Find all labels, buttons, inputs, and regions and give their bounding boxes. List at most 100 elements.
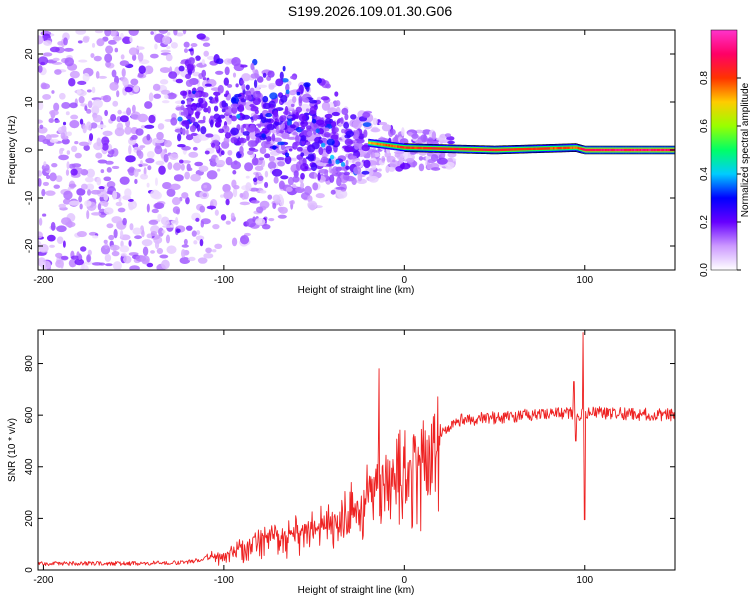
spectrogram-cell xyxy=(217,84,224,94)
ridge-band-core xyxy=(401,146,404,149)
spectrogram-cell xyxy=(106,223,114,229)
spectrogram-cell xyxy=(245,84,250,91)
spectrogram-cell xyxy=(137,150,144,159)
spectrogram-cell xyxy=(265,112,273,118)
spectrogram-cell xyxy=(194,161,204,167)
spectrogram-cell xyxy=(188,151,199,158)
spectrogram-cell xyxy=(205,133,214,138)
ridge-band-core xyxy=(604,148,607,152)
x-tick-label: 100 xyxy=(576,275,593,286)
spectrogram-cell xyxy=(247,140,256,148)
ridge-band-core xyxy=(485,148,487,151)
spectrogram-cell xyxy=(232,187,238,198)
spectrogram-cell xyxy=(292,157,297,162)
spectrogram-cell xyxy=(257,175,264,182)
ridge-band-core xyxy=(586,148,588,152)
ridge-band-core xyxy=(398,145,401,149)
spectrogram-cell xyxy=(125,155,136,163)
ridge-band-core xyxy=(597,148,600,152)
y-tick-label: -20 xyxy=(24,238,35,253)
spectrogram-cell xyxy=(93,55,102,62)
spectrogram-cell xyxy=(78,195,83,203)
spectrogram-cell xyxy=(361,170,370,175)
ridge-band-core xyxy=(423,146,425,150)
spectrogram-cell xyxy=(111,165,120,170)
spectrogram-cell xyxy=(231,115,238,122)
spectrogram-cell xyxy=(130,111,141,121)
ridge-band-core xyxy=(525,147,528,151)
spectrogram-cell xyxy=(199,239,204,247)
spectrogram-cell xyxy=(233,160,238,165)
spectrogram-cell xyxy=(53,102,60,112)
spectrogram-cell xyxy=(65,169,70,176)
x-tick-label: 0 xyxy=(402,275,408,286)
y-tick-label: 800 xyxy=(24,355,35,372)
colorbar-tick-label: 0.6 xyxy=(699,119,710,133)
spectrogram-cell xyxy=(345,165,350,170)
spectrogram-cell xyxy=(154,43,158,50)
spectrogram-cell xyxy=(253,79,258,88)
spectrogram-cell xyxy=(185,225,193,231)
spectrogram-cell xyxy=(160,49,171,53)
ridge-band-core xyxy=(583,148,585,151)
spectrogram-cell xyxy=(128,144,132,155)
colorbar-tick-label: 0.8 xyxy=(699,71,710,85)
ridge-band-core xyxy=(483,148,486,151)
spectrogram-cell xyxy=(104,53,113,63)
spectrogram-cell xyxy=(242,190,249,200)
ridge-band-core xyxy=(662,148,665,152)
spectrogram-cell xyxy=(152,191,162,200)
spectrogram-cell xyxy=(240,126,245,134)
spectrogram-cell xyxy=(192,71,201,77)
spectrogram-cell xyxy=(325,83,331,89)
spectrogram-cell xyxy=(57,41,64,46)
ridge-band-core xyxy=(514,148,516,151)
spectrogram-cell xyxy=(91,86,96,94)
spectrogram-cell xyxy=(69,200,80,206)
spectrogram-cell xyxy=(134,235,142,240)
spectrogram-cell xyxy=(171,197,181,206)
spectrogram-cell xyxy=(202,77,207,81)
spectrogram-cell xyxy=(262,72,267,78)
spectrogram-cell xyxy=(331,111,340,117)
ridge-band-core xyxy=(453,147,456,151)
spectrogram-cell xyxy=(104,109,108,117)
spectrogram-cell xyxy=(335,159,340,165)
spectrogram-cell xyxy=(129,265,140,270)
spectrogram-cell xyxy=(90,212,102,216)
spectrogram-cell xyxy=(86,168,95,178)
spectrogram-cell xyxy=(312,182,319,191)
spectrogram-cell xyxy=(399,138,409,145)
ridge-band-core xyxy=(384,143,386,147)
ridge-band-core xyxy=(521,148,523,151)
spectrogram-cell xyxy=(287,115,293,119)
spectrogram-cell xyxy=(97,159,108,164)
spectrogram-cell xyxy=(264,181,269,189)
ridge-band-core xyxy=(460,147,463,151)
ridge-band-core xyxy=(482,148,484,151)
spectrogram-cell xyxy=(168,71,178,79)
ridge-band-core xyxy=(463,147,466,151)
spectrogram-cell xyxy=(256,84,268,88)
spectrogram-cell xyxy=(204,83,212,87)
spectrogram-cell xyxy=(96,38,105,47)
spectrogram-cell xyxy=(173,174,184,182)
spectrogram-cell xyxy=(189,125,196,133)
spectrogram-cell xyxy=(198,97,204,104)
ridge-band-core xyxy=(440,147,443,150)
spectrogram-cell xyxy=(411,133,419,139)
spectrogram-cell xyxy=(172,162,182,171)
ridge-band-core xyxy=(600,148,603,152)
spectrogram-cell xyxy=(38,243,49,253)
spectrogram-cell xyxy=(134,147,144,151)
ridge-band-core xyxy=(664,148,666,152)
spectrogram-cell xyxy=(49,172,57,182)
spectrogram-cell xyxy=(223,106,229,110)
ridge-band-core xyxy=(389,144,392,147)
spectrogram-cell xyxy=(180,111,186,116)
x-tick-label: -200 xyxy=(33,575,53,586)
spectrogram-cell xyxy=(313,172,317,180)
spectrogram-cell xyxy=(148,114,156,124)
ridge-band-core xyxy=(492,148,495,152)
spectrogram-cell xyxy=(189,117,196,123)
